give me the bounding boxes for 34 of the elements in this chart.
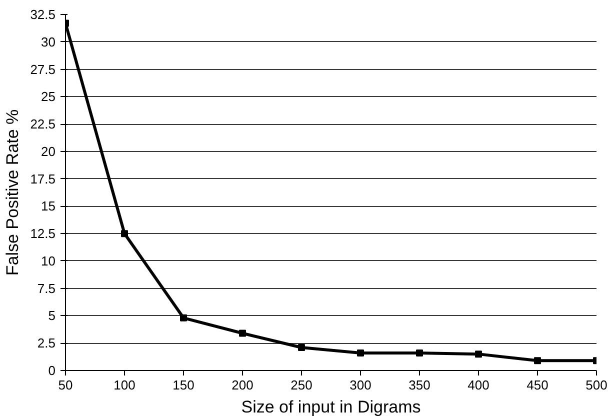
y-tick-label: 22.5 — [30, 116, 56, 132]
y-tick-label: 2.5 — [37, 336, 56, 351]
y-tick-label: 32.5 — [30, 7, 56, 22]
y-tick-label: 27.5 — [30, 62, 56, 77]
y-tick-label: 12.5 — [30, 226, 56, 242]
x-tick-label: 450 — [526, 378, 548, 392]
x-tick-label: 250 — [290, 378, 312, 392]
x-axis-title: Size of input in Digrams — [241, 398, 421, 416]
y-tick-label: 30 — [41, 34, 56, 50]
point — [298, 344, 305, 351]
y-axis-title: False Positive Rate % — [3, 109, 22, 276]
x-tick-label: 100 — [114, 378, 136, 392]
x-tick-label: 200 — [232, 378, 254, 392]
y-tick-label: 20 — [41, 144, 56, 159]
point — [416, 349, 423, 356]
x-tick-label: 350 — [408, 378, 430, 392]
x-tick-label: 150 — [172, 378, 194, 392]
x-tick-label: 50 — [58, 378, 73, 392]
point — [121, 230, 128, 238]
y-tick-label: 25 — [41, 89, 56, 104]
point — [534, 357, 541, 364]
x-tick-label: 500 — [586, 378, 608, 392]
x-tick-label: 400 — [468, 378, 490, 392]
y-tick-label: 5 — [48, 308, 56, 324]
y-tick-label: 10 — [41, 253, 56, 268]
point — [180, 314, 187, 322]
y-tick-label: 0 — [48, 363, 56, 378]
y-tick-label: 15 — [41, 198, 56, 214]
y-tick-label: 7.5 — [37, 280, 56, 296]
x-tick-label: 300 — [350, 378, 372, 392]
point — [357, 349, 364, 356]
y-tick-label: 17.5 — [30, 171, 56, 186]
point — [239, 330, 246, 337]
point — [475, 350, 482, 358]
